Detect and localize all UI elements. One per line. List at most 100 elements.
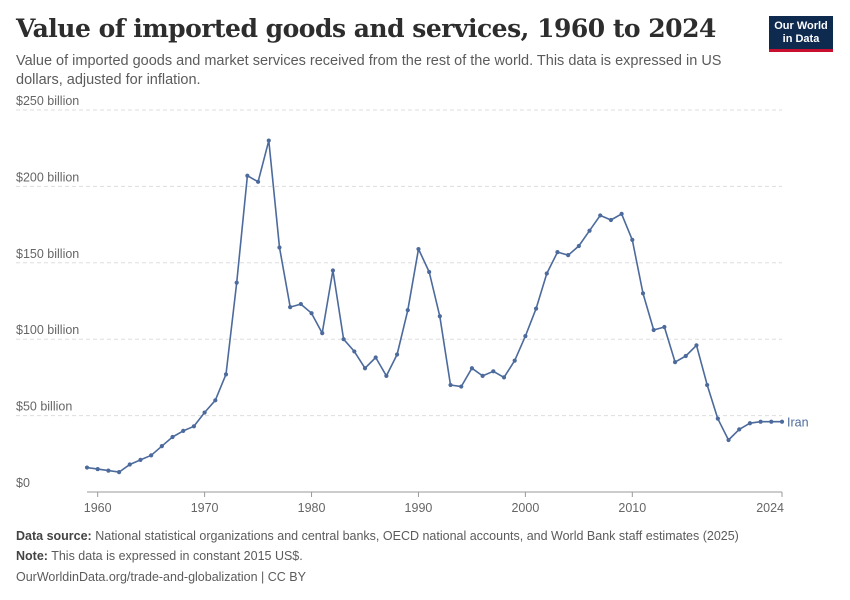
- data-point[interactable]: [384, 373, 389, 378]
- grid-lines: [16, 109, 782, 417]
- data-point[interactable]: [416, 246, 421, 252]
- data-point[interactable]: [427, 269, 432, 275]
- y-axis-tick-labels: $0 $50 billion $100 billion $150 billion $20…: [16, 94, 79, 490]
- series-points[interactable]: [84, 138, 785, 475]
- x-axis: 1960 1970 1980 1990 2000 2010 2024: [84, 491, 784, 515]
- data-point[interactable]: [405, 308, 410, 313]
- data-point[interactable]: [779, 419, 785, 424]
- logo-line-2: in Data: [782, 33, 820, 45]
- data-point[interactable]: [362, 366, 368, 371]
- data-point[interactable]: [309, 311, 314, 316]
- x-tick-label: 1960: [84, 501, 112, 515]
- x-tick-label: 1970: [191, 501, 219, 515]
- data-point[interactable]: [555, 250, 560, 255]
- data-point[interactable]: [149, 453, 154, 458]
- data-point[interactable]: [202, 410, 207, 415]
- data-point[interactable]: [672, 360, 678, 365]
- data-point[interactable]: [651, 327, 656, 333]
- x-tick-label: 1980: [298, 501, 326, 515]
- data-point[interactable]: [683, 353, 688, 359]
- data-source-label: Data source:: [16, 529, 92, 543]
- data-point[interactable]: [437, 314, 442, 319]
- data-point[interactable]: [352, 349, 357, 354]
- data-point[interactable]: [501, 375, 507, 380]
- data-point[interactable]: [138, 457, 143, 463]
- data-point[interactable]: [448, 382, 453, 388]
- data-point[interactable]: [95, 466, 100, 472]
- y-tick-label: $100 billion: [16, 323, 79, 337]
- data-point[interactable]: [619, 211, 624, 217]
- data-point[interactable]: [544, 271, 549, 276]
- chart-subtitle: Value of imported goods and market servi…: [16, 53, 722, 88]
- data-point[interactable]: [330, 268, 336, 273]
- data-point[interactable]: [191, 424, 197, 429]
- logo-line-1: Our World: [774, 20, 828, 32]
- data-point[interactable]: [523, 334, 528, 339]
- x-tick-label: 2010: [618, 501, 646, 515]
- data-point[interactable]: [598, 213, 603, 218]
- data-point[interactable]: [394, 352, 400, 357]
- x-tick-label: 1990: [405, 501, 433, 515]
- data-point[interactable]: [341, 337, 346, 342]
- data-point[interactable]: [213, 398, 218, 403]
- chart-title: Value of imported goods and services, 19…: [16, 14, 716, 43]
- data-point[interactable]: [373, 355, 378, 360]
- data-point[interactable]: [747, 421, 753, 426]
- data-point[interactable]: [159, 444, 164, 449]
- series-lines: [86, 139, 782, 473]
- data-point[interactable]: [116, 470, 122, 475]
- data-point[interactable]: [512, 358, 517, 363]
- series-line-iran: [86, 139, 782, 473]
- data-point[interactable]: [127, 462, 132, 467]
- data-point[interactable]: [255, 179, 261, 184]
- owid-logo[interactable]: Our World in Data: [769, 16, 833, 52]
- data-point[interactable]: [106, 468, 111, 473]
- data-source: Data source: National statistical organi…: [16, 529, 739, 543]
- data-point[interactable]: [587, 228, 592, 233]
- data-point[interactable]: [630, 237, 635, 242]
- x-tick-label: 2000: [511, 501, 539, 515]
- data-point[interactable]: [266, 138, 271, 143]
- data-point[interactable]: [320, 330, 325, 336]
- data-source-text: National statistical organizations and c…: [95, 529, 739, 543]
- data-point[interactable]: [608, 217, 614, 223]
- data-point[interactable]: [459, 384, 464, 389]
- credit-link[interactable]: OurWorldinData.org/trade-and-globalizati…: [16, 570, 306, 584]
- note: Note: This data is expressed in constant…: [16, 549, 303, 563]
- data-point[interactable]: [245, 173, 250, 178]
- data-point[interactable]: [234, 280, 239, 285]
- y-tick-label: $0: [16, 476, 30, 490]
- series-label: Iran: [787, 416, 809, 430]
- note-label: Note:: [16, 549, 48, 563]
- data-point[interactable]: [726, 437, 731, 443]
- data-point[interactable]: [737, 427, 742, 432]
- y-tick-label: $250 billion: [16, 94, 79, 108]
- data-point[interactable]: [640, 291, 646, 296]
- data-point[interactable]: [170, 434, 175, 440]
- data-point[interactable]: [181, 428, 186, 433]
- x-tick-label: 2024: [756, 501, 784, 515]
- data-point[interactable]: [662, 324, 667, 330]
- y-tick-label: $200 billion: [16, 170, 79, 184]
- data-point[interactable]: [694, 343, 699, 348]
- data-point[interactable]: [469, 366, 475, 371]
- data-point[interactable]: [277, 245, 282, 250]
- data-point[interactable]: [288, 305, 293, 310]
- data-point[interactable]: [491, 369, 496, 374]
- data-point[interactable]: [576, 243, 581, 249]
- data-point[interactable]: [533, 306, 539, 311]
- data-point[interactable]: [769, 419, 774, 424]
- y-tick-label: $50 billion: [16, 400, 72, 414]
- data-point[interactable]: [298, 301, 303, 307]
- note-text: This data is expressed in constant 2015 …: [51, 549, 303, 563]
- data-point[interactable]: [566, 253, 571, 258]
- data-point[interactable]: [758, 419, 763, 424]
- data-point[interactable]: [480, 373, 485, 378]
- data-point[interactable]: [84, 465, 90, 470]
- data-point[interactable]: [705, 382, 710, 388]
- series-labels: Iran: [787, 416, 809, 430]
- y-tick-label: $150 billion: [16, 247, 79, 261]
- data-point[interactable]: [715, 416, 720, 421]
- data-point[interactable]: [223, 372, 229, 377]
